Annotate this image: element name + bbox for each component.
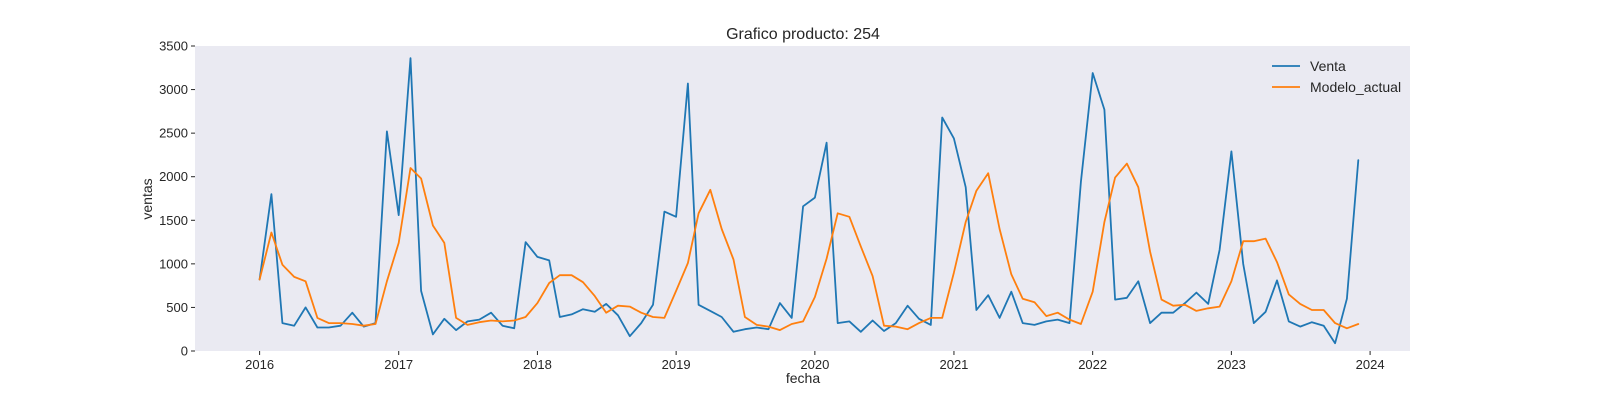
y-tick-label: 2000 [159,169,188,184]
series-line-modelo-actual [258,162,1360,332]
x-tick-label: 2023 [1217,357,1246,372]
x-tick-label: 2022 [1078,357,1107,372]
series-line-venta [258,57,1360,345]
x-axis-label: fecha [786,370,820,386]
x-tick-label: 2018 [523,357,552,372]
y-tick-label: 500 [166,300,188,315]
y-tick-label: 2500 [159,126,188,141]
legend-label-venta: Venta [1310,58,1346,74]
y-tick-label: 1500 [159,213,188,228]
x-tick-label: 2024 [1356,357,1385,372]
legend-label-modelo-actual: Modelo_actual [1310,79,1401,95]
x-tick-label: 2017 [384,357,413,372]
x-tick-label: 2016 [245,357,274,372]
y-tick-label: 3500 [159,39,188,54]
y-tick-label: 0 [181,344,188,359]
series-lines [258,57,1360,345]
plot-background [195,46,1410,351]
x-tick-label: 2021 [939,357,968,372]
y-tick-label: 1000 [159,256,188,271]
x-tick-label: 2020 [800,357,829,372]
x-tick-label: 2019 [662,357,691,372]
y-axis-label: ventas [139,178,155,219]
legend: Venta Modelo_actual [1272,58,1401,95]
y-tick-label: 3000 [159,82,188,97]
chart-title: Grafico producto: 254 [726,26,880,43]
axis-ticks: 2016 2017 2018 2019 2020 2021 2022 2023 2024 0 500… [159,39,1384,373]
